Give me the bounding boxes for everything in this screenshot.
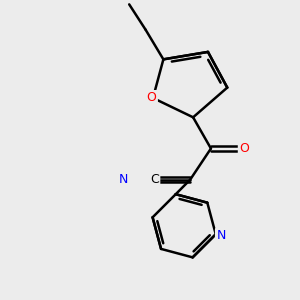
Text: N: N <box>119 173 128 186</box>
Text: O: O <box>146 92 156 104</box>
Text: N: N <box>216 229 226 242</box>
Text: C: C <box>150 173 159 186</box>
Text: O: O <box>239 142 249 155</box>
